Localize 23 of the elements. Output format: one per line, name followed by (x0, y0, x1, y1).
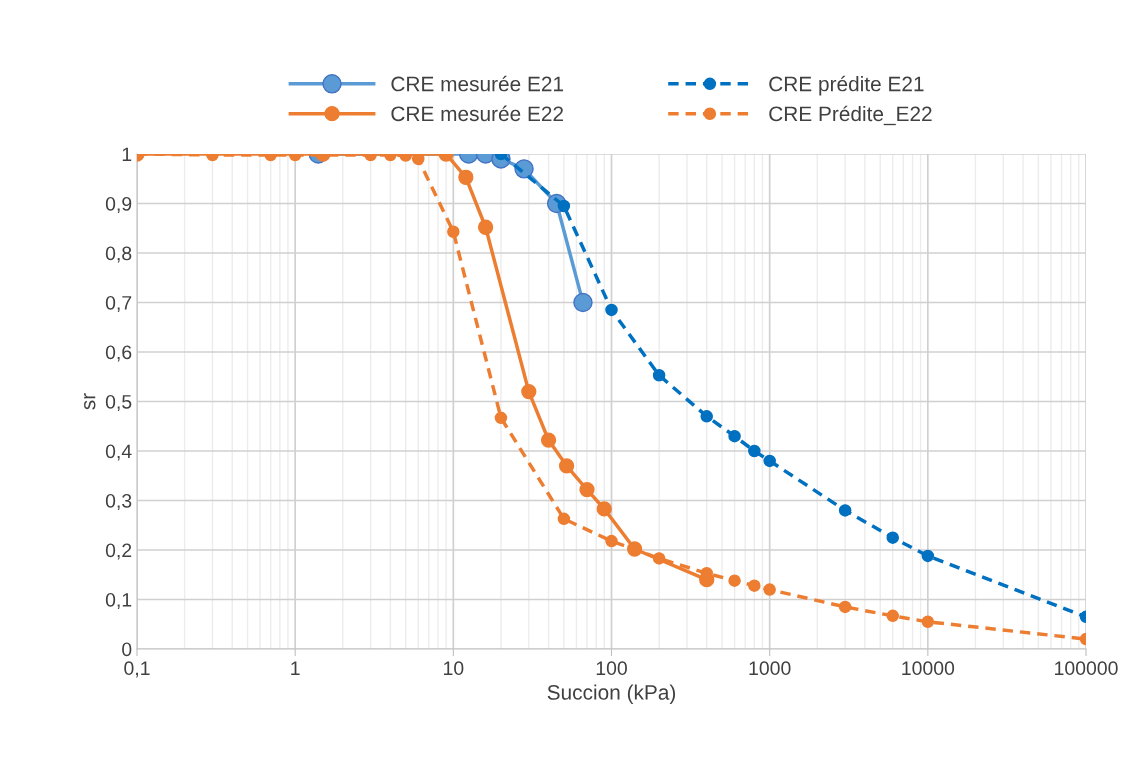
y-tick-label: 0,8 (105, 246, 132, 263)
x-tick-label: 10 (444, 661, 464, 676)
x-tick-label: 1000 (749, 661, 791, 676)
x-tick-label: 1 (291, 661, 300, 675)
y-tick-label: 0,2 (105, 543, 132, 560)
legend-label: CRE mesurée E22 (391, 105, 563, 122)
x-tick-label: 100000 (1055, 661, 1118, 676)
legend-label: CRE Prédite_E22 (769, 105, 932, 126)
x-tick-label: 10000 (902, 661, 955, 676)
y-tick-label: 0,4 (105, 444, 132, 461)
y-tick-label: 0,9 (105, 196, 132, 214)
y-tick-label: 0,7 (105, 295, 132, 313)
y-tick-label: 0,1 (105, 592, 132, 610)
legend-label: CRE prédite E21 (769, 75, 924, 96)
x-axis-title: Succion (kPa) (547, 684, 676, 704)
y-tick-label: 0,6 (105, 345, 132, 362)
y-tick-label: 1 (122, 147, 132, 162)
x-tick-label: 100 (596, 661, 627, 676)
y-tick-label: 0,3 (105, 493, 132, 511)
y-tick-label: 0,5 (105, 394, 132, 412)
y-tick-label: 0 (122, 642, 132, 657)
legend-label: CRE mesurée E21 (391, 75, 564, 92)
y-axis-title: sr (84, 393, 96, 410)
